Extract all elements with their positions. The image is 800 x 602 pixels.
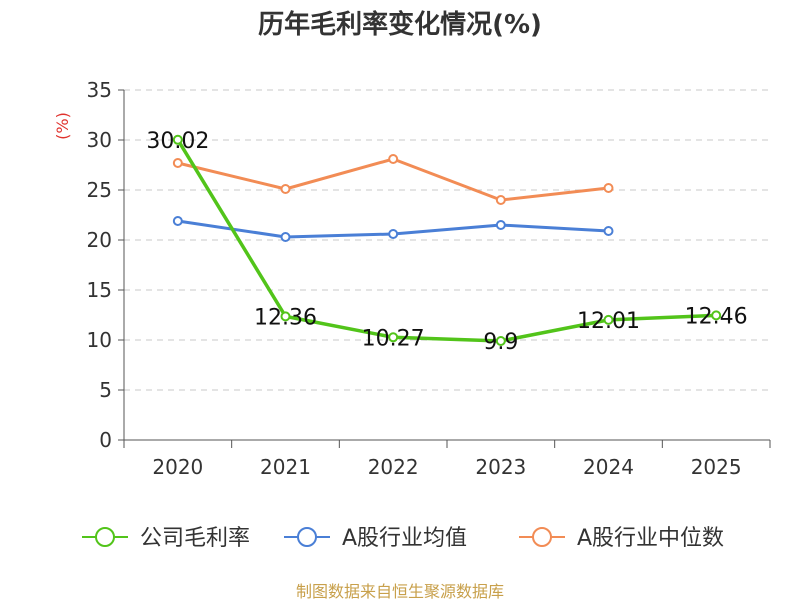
legend-item-2: A股行业中位数	[519, 526, 724, 551]
data-point-0-2023	[495, 336, 506, 346]
y-tick-label: 25	[87, 178, 112, 202]
data-point-2-2020	[172, 158, 183, 168]
legend-swatch-marker	[297, 527, 317, 547]
data-point-0-2024	[603, 314, 614, 325]
legend-item-0: 公司毛利率	[82, 526, 250, 551]
series-line-0	[176, 138, 717, 343]
legend-swatch-marker	[532, 527, 552, 547]
grid-lines	[124, 89, 770, 391]
x-tick-label-2020: 2020	[152, 455, 203, 479]
data-label-2024: 12.01	[577, 309, 640, 334]
data-label-2021: 12.36	[254, 305, 317, 330]
series	[172, 134, 722, 346]
data-point-1-2023	[495, 220, 506, 230]
y-tick-label: 0	[99, 428, 112, 452]
y-tick-label: 35	[87, 78, 112, 102]
data-point-2-2024	[603, 183, 614, 193]
data-label-2023: 9.9	[483, 330, 518, 355]
y-tick-label: 20	[87, 228, 112, 252]
y-tick-label: 15	[87, 278, 112, 302]
legend-item-1: A股行业均值	[284, 526, 467, 551]
legend-label: A股行业中位数	[577, 526, 724, 551]
data-label-2020: 30.02	[146, 129, 209, 154]
legend: 公司毛利率 A股行业均值 A股行业中位数	[82, 526, 724, 551]
data-label-2022: 10.27	[362, 326, 425, 351]
data-point-0-2020	[172, 134, 183, 145]
data-labels: 30.02 12.36 10.27 9.9 12.01 12.46	[146, 129, 747, 355]
x-tick-label-2022: 2022	[368, 455, 419, 479]
legend-label: A股行业均值	[342, 526, 467, 551]
legend-label: 公司毛利率	[140, 526, 250, 551]
y-tick-label: 10	[87, 328, 112, 352]
data-point-1-2022	[388, 229, 399, 239]
y-tick-label: 5	[99, 378, 112, 402]
data-point-2-2021	[280, 184, 291, 194]
data-point-1-2021	[280, 232, 291, 242]
legend-swatch-marker	[95, 527, 115, 547]
data-point-0-2021	[280, 311, 291, 322]
data-point-1-2024	[603, 226, 614, 236]
x-tick-label-2023: 2023	[475, 455, 526, 479]
chart-title: 历年毛利率变化情况(%)	[258, 10, 542, 40]
y-axis-unit-label: (%)	[53, 112, 72, 140]
x-tick-label-2024: 2024	[583, 455, 634, 479]
data-point-2-2023	[495, 195, 506, 205]
x-tick-label-2021: 2021	[260, 455, 311, 479]
series-line-2	[177, 157, 609, 202]
y-tick-label: 30	[87, 128, 112, 152]
data-point-0-2022	[388, 332, 399, 343]
data-point-2-2022	[388, 154, 399, 164]
data-point-0-2025	[711, 310, 722, 321]
data-label-2025: 12.46	[685, 304, 748, 329]
x-tick-label-2025: 2025	[691, 455, 742, 479]
source-note: 制图数据来自恒生聚源数据库	[295, 582, 504, 601]
data-point-1-2020	[172, 216, 183, 226]
